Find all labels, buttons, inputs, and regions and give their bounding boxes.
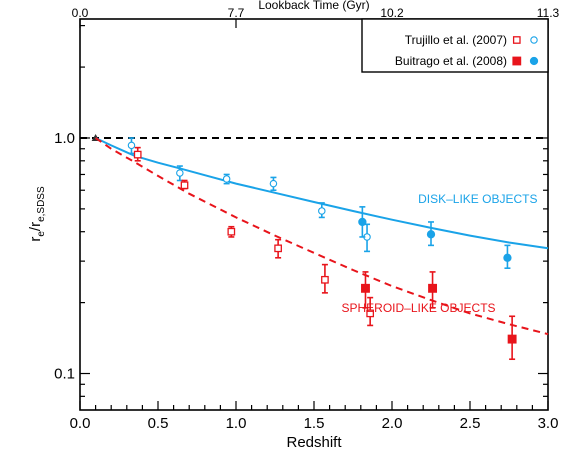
spheroid-data-point (133, 150, 142, 159)
spheroid-data-point (227, 227, 236, 236)
x-tick-label: 0.5 (148, 415, 169, 432)
y-axis-label-sub2: e,SDSS (36, 186, 47, 222)
axis-ticks: 0.0 0.5 1.0 1.5 2.0 2.5 3.0 0.0 7.7 10.2 11.3 0.1 1.… (54, 6, 559, 432)
disk-data-point (269, 179, 278, 188)
data-points (127, 137, 517, 361)
y-tick-label: 0.1 (54, 366, 75, 383)
x-tick-label: 1.0 (226, 415, 247, 432)
spheroid-data-point (507, 334, 517, 344)
annotations: DISK–LIKE OBJECTS SPHEROID–LIKE OBJECTS (341, 192, 537, 315)
disk-data-point (318, 207, 326, 215)
y-axis-label-sub1: e (36, 231, 47, 237)
spheroid-fit-curve (95, 137, 549, 336)
top-tick-label: 7.7 (228, 6, 245, 20)
x-tick-label: 2.5 (460, 415, 481, 432)
disk-data-point (176, 169, 184, 177)
spheroid-data-point (321, 275, 329, 284)
spheroid-data-point (428, 283, 438, 293)
plot-frame (79, 18, 549, 411)
spheroid-data-point (366, 309, 375, 318)
legend-filled-square (512, 56, 522, 66)
disk-data-point (503, 253, 512, 262)
disk-data-point (222, 175, 231, 183)
top-axis-label: Lookback Time (Gyr) (258, 0, 369, 12)
disk-data-point (358, 217, 367, 227)
disk-data-point (127, 141, 136, 150)
fit-curves (95, 137, 549, 336)
spheroid-data-point (361, 283, 370, 293)
disk-data-point (426, 230, 436, 239)
top-tick-label: 10.2 (380, 6, 404, 20)
disk-fit-curve (95, 137, 549, 250)
x-tick-label: 3.0 (538, 415, 559, 432)
legend-entry-label: Buitrago et al. (2008) (395, 54, 507, 68)
y-axis-label-r: r (27, 237, 44, 242)
legend: Trujillo et al. (2007) Buitrago et al. (2… (361, 18, 549, 73)
legend-open-square (512, 36, 521, 44)
annotation-label: SPHEROID–LIKE OBJECTS (341, 301, 495, 315)
x-tick-label: 1.5 (304, 415, 325, 432)
x-tick-label: 0.0 (70, 415, 91, 432)
legend-open-circle (530, 36, 538, 44)
x-axis-label: Redshift (286, 434, 342, 451)
y-axis-label: re/re,SDSS (27, 186, 47, 242)
annotation-label: DISK–LIKE OBJECTS (418, 192, 537, 206)
spheroid-data-point (180, 181, 189, 190)
legend-entry-label: Trujillo et al. (2007) (405, 33, 507, 47)
top-tick-label: 11.3 (537, 6, 560, 20)
spheroid-data-point (274, 244, 282, 253)
x-tick-label: 2.0 (382, 415, 403, 432)
y-axis-label-mid: /r (27, 222, 44, 231)
legend-filled-circle (529, 56, 539, 66)
reference-line-group (80, 133, 548, 141)
top-tick-label: 0.0 (72, 6, 89, 20)
y-tick-label: 1.0 (54, 130, 75, 147)
